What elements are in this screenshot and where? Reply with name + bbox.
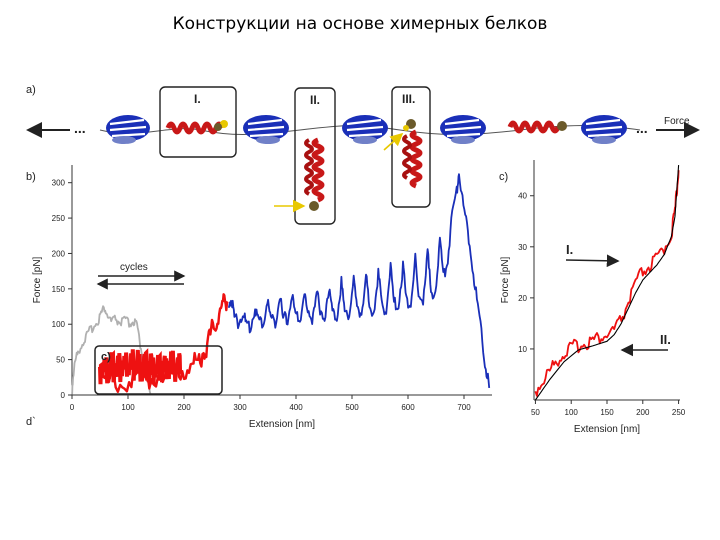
box-I-label: I. bbox=[194, 92, 201, 106]
blue-domain-3 bbox=[342, 115, 388, 144]
box-II: II. bbox=[274, 87, 336, 225]
panel-c-x-tick-label: 100 bbox=[565, 408, 579, 417]
blue-domain-1 bbox=[106, 115, 150, 144]
panel-c-y-tick-label: 40 bbox=[518, 192, 527, 201]
panel-b-y-tick-label: 0 bbox=[61, 391, 66, 400]
panel-c-x-tick-label: 150 bbox=[600, 408, 614, 417]
page-title: Конструкции на основе химерных белков bbox=[172, 14, 548, 34]
inset-label: c) bbox=[101, 351, 111, 363]
cycles-label: cycles bbox=[120, 262, 148, 273]
box-I: I. bbox=[159, 86, 237, 158]
blue-domain-5 bbox=[581, 115, 627, 144]
panel-b-y-tick-label: 50 bbox=[56, 356, 65, 365]
panel-b-y-tick-label: 200 bbox=[52, 249, 66, 258]
panel-b-x-label: Extension [nm] bbox=[249, 419, 315, 430]
panel-c-x-tick-label: 250 bbox=[672, 408, 686, 417]
c-arrow-label-II: II. bbox=[660, 332, 671, 347]
panel-c-series bbox=[534, 165, 680, 401]
blue-domain-2 bbox=[243, 115, 289, 144]
panel-b-series-0-line bbox=[71, 305, 152, 395]
panel-b-y-tick-label: 250 bbox=[52, 214, 66, 223]
panel-c-y-label: Force [pN] bbox=[500, 256, 511, 303]
right-ellipsis: ... bbox=[636, 120, 648, 136]
panel-c-y-tick-label: 20 bbox=[518, 294, 527, 303]
panel-b-y-tick-label: 300 bbox=[52, 179, 66, 188]
panel-c-x-tick-label: 50 bbox=[531, 408, 540, 417]
inset-box bbox=[94, 345, 223, 395]
panel-b-x-tick-label: 700 bbox=[457, 403, 471, 412]
red-helix-free bbox=[507, 120, 567, 134]
panel-c-y-tick-label: 10 bbox=[518, 345, 527, 354]
panel-b-y-tick-label: 150 bbox=[52, 285, 66, 294]
box-III: III. bbox=[383, 86, 431, 208]
c-arrow-label-I: I. bbox=[566, 242, 573, 257]
panel-b-series-1-line bbox=[99, 293, 229, 393]
panel-a-label: a) bbox=[26, 84, 36, 96]
panel-c: c) 50 100 150 200 250 10 20 30 40 Extension [nm] F… bbox=[499, 160, 686, 435]
panel-c-y-tick-label: 30 bbox=[518, 243, 527, 252]
panel-b-x-tick-label: 400 bbox=[289, 403, 303, 412]
box-III-label: III. bbox=[402, 92, 415, 106]
panel-b-x-tick-label: 100 bbox=[121, 403, 135, 412]
panel-b-y-label: Force [pN] bbox=[32, 256, 43, 303]
force-arrow-label: Force bbox=[664, 116, 690, 127]
panel-b: b) d` 0 100 200 300 400 500 600 700 0 50 100 150 200… bbox=[26, 165, 492, 430]
panel-b-x-tick-label: 200 bbox=[177, 403, 191, 412]
panel-c-series-1-line bbox=[534, 165, 680, 401]
left-ellipsis: ... bbox=[74, 120, 86, 136]
panel-a: a) ... ... Force bbox=[26, 84, 700, 225]
panel-b-x-tick-label: 500 bbox=[345, 403, 359, 412]
panel-c-series-0-line bbox=[534, 170, 680, 397]
box-II-label: II. bbox=[310, 93, 320, 107]
panel-b-axes: 0 100 200 300 400 500 600 700 0 50 100 150 200 250 300… bbox=[32, 165, 492, 430]
panel-b-x-tick-label: 600 bbox=[401, 403, 415, 412]
panel-d-label: d` bbox=[26, 416, 36, 428]
panel-c-x-tick-label: 200 bbox=[636, 408, 650, 417]
panel-c-axes: 50 100 150 200 250 10 20 30 40 Extension [nm] Forc… bbox=[500, 160, 686, 435]
panel-c-x-label: Extension [nm] bbox=[574, 424, 640, 435]
panel-b-y-tick-label: 100 bbox=[52, 320, 66, 329]
panel-c-label: c) bbox=[499, 171, 508, 183]
panel-b-cycles-band bbox=[98, 348, 183, 385]
panel-b-x-tick-label: 0 bbox=[70, 403, 75, 412]
panel-b-label: b) bbox=[26, 171, 36, 183]
c-arrow-I bbox=[565, 254, 620, 268]
panel-b-series bbox=[71, 173, 491, 395]
panel-b-series-2-line bbox=[227, 173, 491, 388]
blue-domain-4 bbox=[440, 115, 486, 144]
panel-b-x-tick-label: 300 bbox=[233, 403, 247, 412]
